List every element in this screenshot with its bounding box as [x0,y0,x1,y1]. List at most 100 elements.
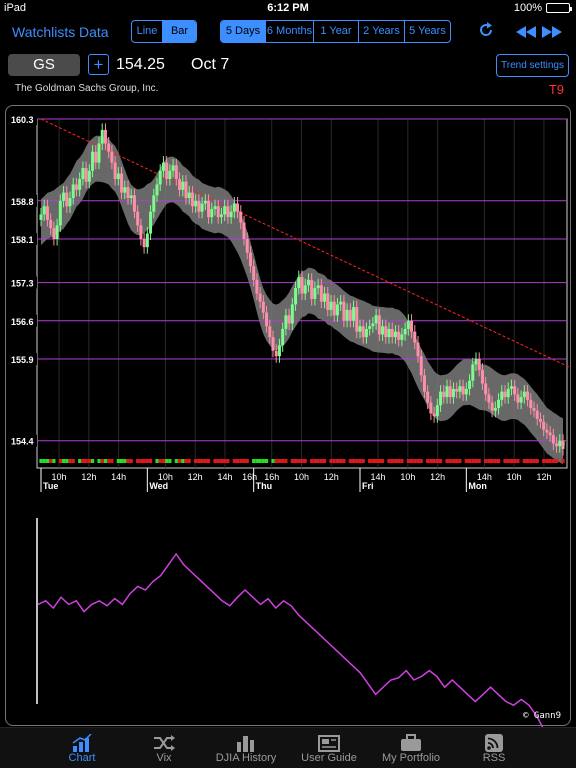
signal-mark [49,459,53,463]
price-bar [342,301,346,321]
signal-mark [551,459,555,463]
tab-chart[interactable]: Chart [52,728,112,768]
price-bar [194,200,198,207]
price-bar [62,192,66,201]
signal-mark [319,459,323,463]
price-bar [178,178,182,190]
price-bar [416,342,420,357]
tab-djia-history-label: DJIA History [215,752,277,764]
price-bar [87,170,91,182]
signal-mark [542,459,546,463]
signal-mark [297,459,301,463]
signal-mark [177,459,182,463]
time-tick-label: 12h [81,472,96,482]
chart-icon [52,728,112,752]
signal-mark [168,459,172,463]
price-bar [490,402,494,411]
signal-mark [281,459,285,463]
signal-mark [532,459,536,463]
signal-mark [545,459,549,463]
day-label: Wed [149,481,168,491]
rewind-icon[interactable] [516,25,536,43]
price-bar [116,173,120,179]
signal-mark [145,459,149,463]
signal-mark [448,459,452,463]
range-1-year[interactable]: 1 Year [314,21,359,42]
signal-mark [419,459,423,463]
signal-mark [126,459,130,463]
chart-panel[interactable]: 160.3 158.8 158.1 157.3 156.6 155.9 154.4 10h 12… [5,105,572,727]
signal-mark [445,459,449,463]
price-bar [197,200,201,212]
watchlists-button[interactable]: Watchlists [12,24,76,40]
price-bar [129,195,133,199]
price-bar [422,375,426,392]
signal-mark [200,459,204,463]
add-symbol-button[interactable]: + [88,54,109,75]
price-bar [94,151,98,163]
price-bar [493,408,497,411]
signal-mark [216,459,220,463]
price-bar [42,206,46,215]
data-button[interactable]: Data [79,24,109,40]
price-level-label: 156.6 [11,317,34,327]
price-chart[interactable]: 160.3 158.8 158.1 157.3 156.6 155.9 154.4 10h 12… [6,106,572,727]
tab-djia-history[interactable]: DJIA History [206,728,286,768]
price-level-label: 158.8 [11,197,34,207]
signal-mark [219,459,224,463]
range-2-years[interactable]: 2 Years [359,21,405,42]
chart-type-bar[interactable]: Bar [163,21,196,42]
signal-mark [129,459,133,463]
price-bar [319,285,323,302]
range-6-months[interactable]: 6 Months [266,21,314,42]
price-bar [71,184,75,199]
price-bar [255,279,259,294]
chart-type-line[interactable]: Line [132,21,163,42]
price-bar [123,187,127,193]
time-tick-label: 12h [324,472,339,482]
range-5-days[interactable]: 5 Days [221,21,266,42]
price-bar [271,337,275,351]
tab-vix[interactable]: Vix [134,728,194,768]
price-bar [45,206,49,220]
range-5-years[interactable]: 5 Years [409,25,446,37]
battery-icon [546,3,572,13]
signal-mark [123,459,127,463]
price-bar [513,386,517,395]
signal-mark [255,459,259,463]
price-bar [316,285,320,289]
fast-forward-icon[interactable] [542,25,562,43]
day-label: Mon [468,481,487,491]
price-bar [506,388,510,398]
day-label: Thu [256,481,273,491]
price-level-label: 155.9 [11,355,34,365]
price-bar [113,162,117,179]
tab-user-guide-label: User Guide [301,752,357,764]
price-bar [561,440,565,449]
tab-user-guide[interactable]: User Guide [294,728,364,768]
price-bar [532,408,536,411]
price-bar [368,326,372,329]
refresh-icon[interactable] [477,21,495,44]
signal-mark [493,459,497,463]
signal-mark [335,459,340,463]
signal-mark [277,459,282,463]
status-time: 6:12 PM [267,2,309,14]
tab-rss[interactable]: RSS [464,728,524,768]
symbol-field[interactable]: GS [8,54,80,76]
signal-mark [342,459,346,463]
price-bar [155,184,159,196]
price-bar [58,200,62,226]
tab-my-portfolio-label: My Portfolio [381,752,441,764]
price-bar [242,222,246,239]
price-bar [174,165,178,179]
trend-settings-button[interactable]: Trend settings [496,54,569,77]
price-bar [558,440,562,447]
price-bar [313,288,317,299]
price-bar [545,429,549,433]
tab-my-portfolio[interactable]: My Portfolio [376,728,446,768]
signal-mark [181,459,185,463]
chart-type-selector: Line Bar [131,20,197,43]
signal-mark [471,459,475,463]
signal-mark [139,459,143,463]
